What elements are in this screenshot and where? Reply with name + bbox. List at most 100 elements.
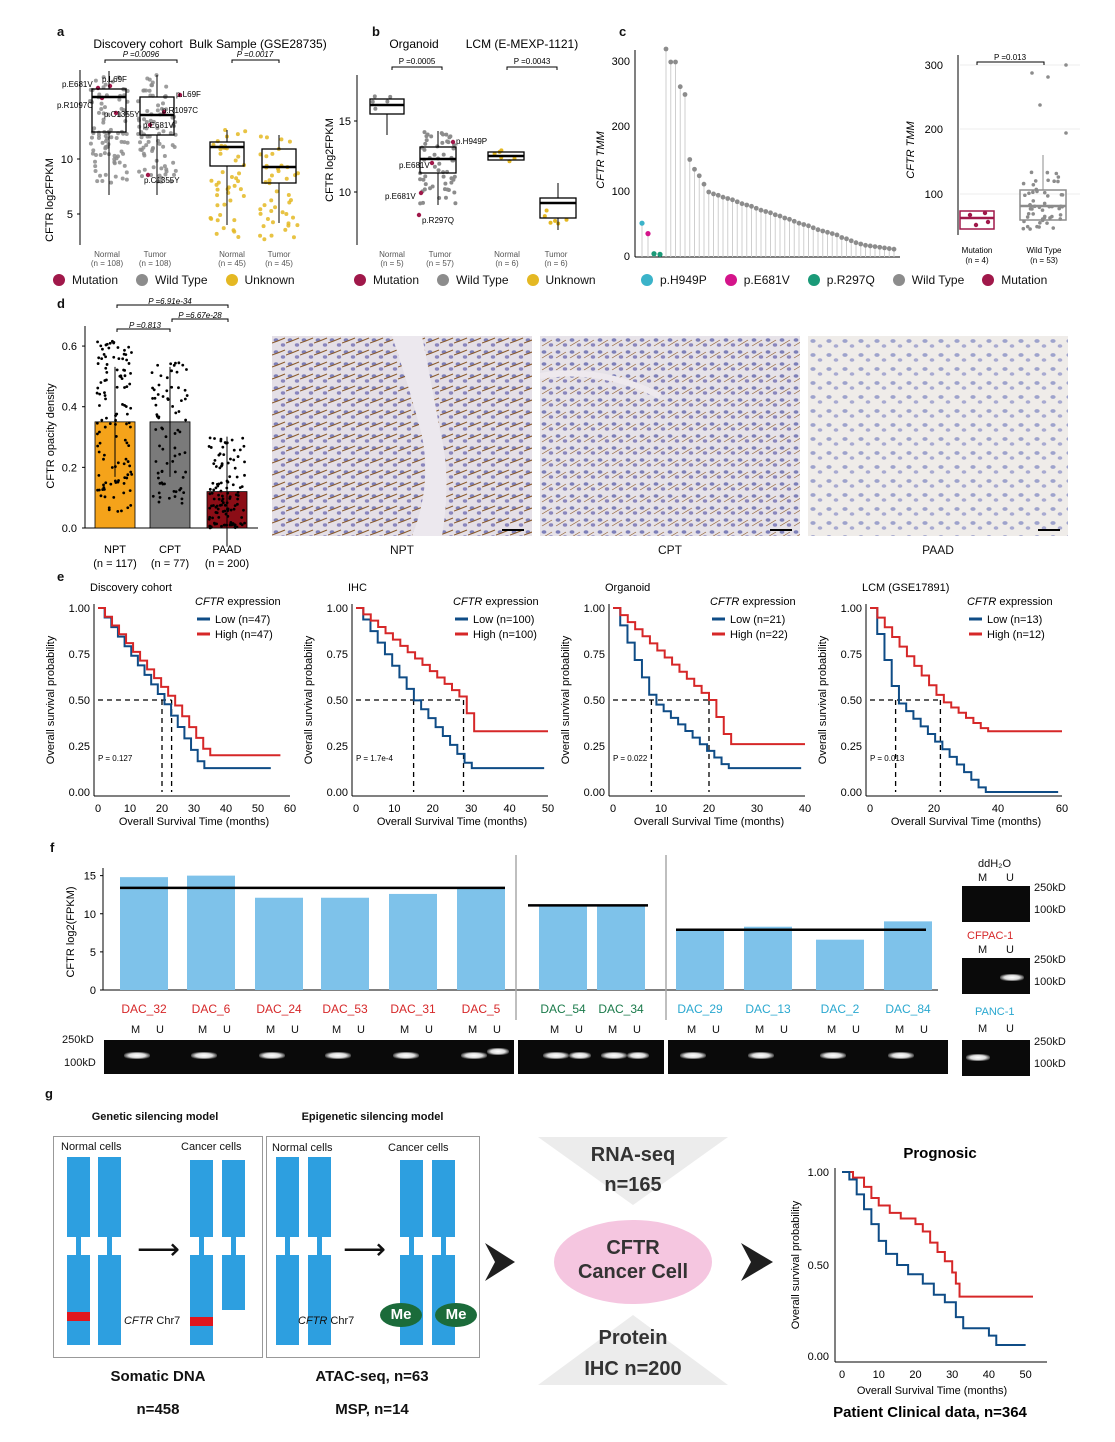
mutation-point: [177, 92, 183, 98]
data-point: [283, 227, 288, 232]
lollipop-point: [891, 246, 897, 252]
chromosome: [222, 1255, 245, 1310]
lollipop-point: [715, 192, 721, 198]
xtick: 40: [983, 1369, 995, 1381]
lollipop-point: [834, 232, 840, 238]
sample-label: DAC_6: [192, 1002, 231, 1016]
bar-category-n: (n = 200): [205, 558, 249, 570]
bar-dac_5: [457, 887, 505, 990]
data-point: [124, 177, 129, 182]
data-point: [229, 520, 233, 524]
data-point: [157, 500, 161, 504]
ytick: 0.25: [327, 741, 348, 753]
sample-label: DAC_34: [598, 1002, 644, 1016]
mut-label: p.C1355Y: [104, 110, 140, 119]
legend-title: CFTR expression: [710, 596, 796, 608]
data-point: [161, 427, 164, 431]
data-point: [1021, 181, 1026, 186]
data-point: [98, 404, 101, 407]
data-point: [155, 414, 159, 418]
data-point: [97, 488, 101, 492]
ylabel: Overall survival probability: [45, 635, 57, 764]
survival-plot: Discovery cohort 0.00 0.25 0.50 0.75 1.00 0 10 2…: [45, 582, 296, 828]
survival-curve: [356, 607, 548, 733]
data-point: [114, 423, 117, 426]
mu-label-u: U: [493, 1024, 501, 1036]
data-point: [217, 493, 220, 497]
xtick: 40: [503, 803, 515, 815]
data-point: [161, 447, 165, 451]
data-point: [139, 135, 144, 140]
data-point: [154, 428, 158, 431]
data-point: [169, 179, 174, 184]
chromosome: [107, 1237, 112, 1255]
data-point: [210, 491, 214, 495]
xtick: 20: [703, 803, 715, 815]
data-point: [185, 394, 189, 397]
data-point: [151, 119, 156, 124]
lollipop-point: [657, 251, 663, 257]
group-n: (n = 5): [380, 259, 404, 268]
xlabel: Overall Survival Time (months): [891, 816, 1041, 828]
lollipop-point: [820, 228, 826, 234]
data-point: [1038, 103, 1042, 107]
data-point: [112, 160, 117, 165]
data-point: [99, 106, 104, 111]
data-point: [95, 179, 100, 184]
ytick: 5: [90, 947, 96, 959]
data-point: [232, 448, 236, 452]
legend-high: High (n=47): [215, 629, 273, 641]
data-point: [216, 180, 221, 185]
ihc-label-cpt: CPT: [658, 543, 682, 557]
data-point: [174, 490, 178, 494]
data-point: [113, 174, 118, 179]
center-diagram: RNA-seq n=165 CFTR Cancer Cell Protein I…: [485, 1137, 773, 1385]
data-point: [418, 177, 423, 182]
data-point: [1031, 199, 1036, 203]
data-point: [1057, 206, 1061, 211]
inset-group: Wild Type: [1027, 246, 1063, 255]
data-point: [116, 346, 120, 349]
xtick: 20: [427, 803, 439, 815]
gene-name: CFTR: [124, 1315, 154, 1327]
ihc-image-paad: [808, 336, 1068, 536]
data-point: [108, 341, 112, 345]
data-point: [160, 101, 165, 106]
data-point: [168, 131, 173, 136]
data-point: [109, 482, 113, 486]
lollipop-point: [651, 251, 657, 257]
data-point: [162, 164, 167, 169]
data-point: [104, 136, 109, 141]
clinical-label: Patient Clinical data, n=364: [833, 1404, 1027, 1421]
data-point: [184, 470, 187, 474]
data-point: [224, 512, 228, 516]
mut-label: p.C1355Y: [144, 176, 180, 185]
legend-low: Low (n=21): [730, 614, 785, 626]
data-point: [291, 215, 296, 220]
prognosis-plot: Prognosic 1.00 0.50 0.00 Overall surviva…: [790, 1145, 1047, 1421]
data-point: [165, 461, 169, 465]
data-point: [119, 106, 124, 111]
inset-n: (n = 4): [965, 256, 989, 265]
panel-f-bar-chart: CFTR log2(FPKM) 0 5 10 15 DAC_32 DAC_6 DAC_24…: [65, 855, 938, 1020]
data-point: [178, 488, 182, 492]
data-point: [125, 358, 129, 362]
chromosome: [222, 1160, 245, 1237]
marker-250: 250kD: [62, 1034, 94, 1046]
data-point: [225, 441, 229, 445]
mut-label: p.R1097C: [162, 106, 198, 115]
chromosome: [67, 1157, 90, 1237]
survival-curve: [98, 607, 271, 770]
panel-c-legend: p.H949P p.E681V p.R297Q Wild Type Mutati…: [641, 273, 1047, 287]
data-point: [421, 177, 426, 182]
group-name: Tumor: [545, 250, 568, 259]
data-point: [127, 362, 131, 365]
data-point: [93, 159, 98, 164]
data-point: [99, 381, 103, 384]
data-point: [240, 523, 244, 527]
data-point: [218, 213, 223, 218]
data-point: [388, 94, 393, 99]
data-point: [429, 134, 434, 139]
mu-label-m: M: [131, 1024, 141, 1036]
mu-label-m: M: [266, 1024, 276, 1036]
